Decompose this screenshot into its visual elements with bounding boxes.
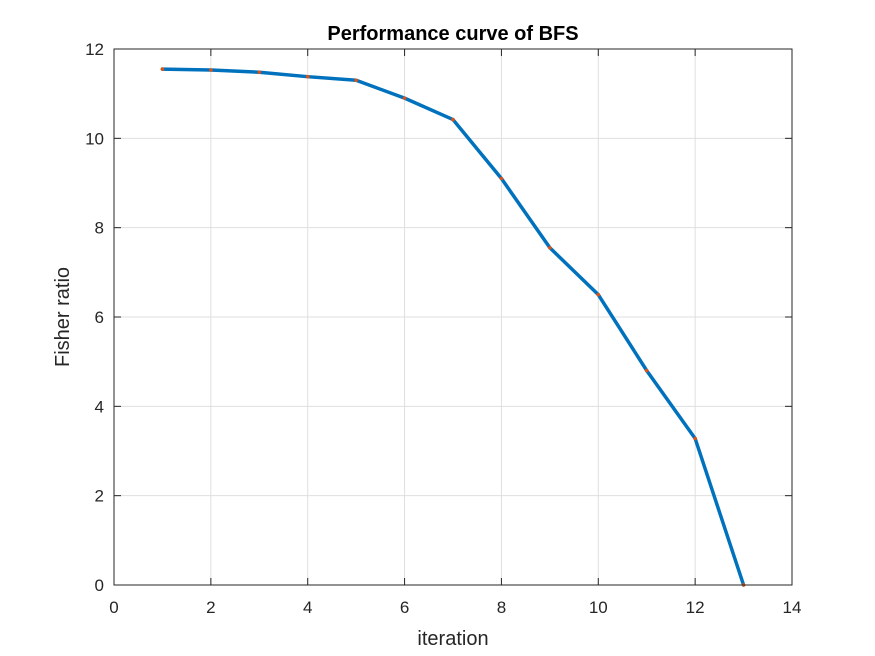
x-tick-label: 6 <box>400 598 409 617</box>
y-tick-label: 8 <box>95 219 104 238</box>
y-tick-label: 12 <box>85 40 104 59</box>
data-point <box>451 117 455 122</box>
data-point <box>596 292 601 297</box>
data-point <box>548 245 552 250</box>
data-point <box>354 78 358 83</box>
data-point <box>209 68 213 72</box>
chart-title: Performance curve of BFS <box>327 23 578 45</box>
y-tick-label: 6 <box>95 308 104 327</box>
data-point <box>693 436 697 441</box>
x-tick-label: 10 <box>589 598 608 617</box>
x-tick-label: 8 <box>497 598 506 617</box>
x-tick-label: 4 <box>303 598 312 617</box>
data-point <box>402 96 407 100</box>
data-point <box>644 368 649 373</box>
data-point <box>160 67 165 71</box>
x-tick-label: 2 <box>206 598 215 617</box>
y-tick-label: 2 <box>95 487 104 506</box>
y-tick-label: 10 <box>85 129 104 148</box>
y-tick-label: 4 <box>95 397 104 416</box>
series-layer <box>160 67 746 587</box>
data-point <box>499 176 504 181</box>
x-tick-label: 0 <box>109 598 118 617</box>
y-axis-label: Fisher ratio <box>52 267 74 367</box>
y-tick-label: 0 <box>95 576 104 595</box>
data-point <box>305 74 310 79</box>
y-tick-labels: 0 2 4 6 8 10 12 <box>85 40 104 595</box>
x-axis-label: iteration <box>417 628 488 650</box>
tick-marks <box>113 48 793 586</box>
x-tick-label: 14 <box>783 598 802 617</box>
x-tick-labels: 0 2 4 6 8 10 12 14 <box>109 598 801 617</box>
grid <box>114 49 792 585</box>
data-point <box>257 70 262 75</box>
x-tick-label: 12 <box>686 598 705 617</box>
